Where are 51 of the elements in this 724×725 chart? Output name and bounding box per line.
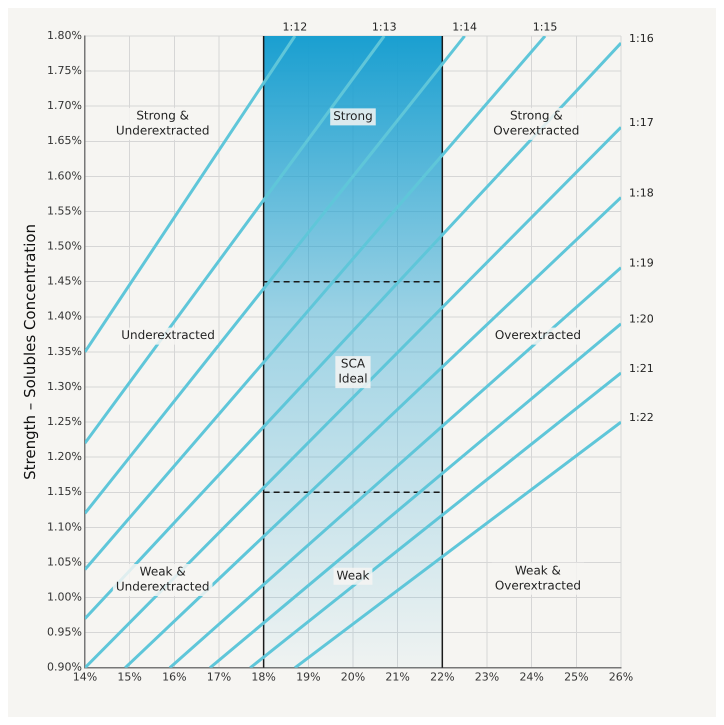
- y-axis-title: Strength – Solubles Concentration: [20, 224, 39, 480]
- annotation: Weak & Underextracted: [116, 564, 210, 594]
- series-label: 1:15: [532, 20, 558, 34]
- annotation: Weak: [336, 568, 370, 582]
- annotation: Strong & Underextracted: [116, 108, 210, 138]
- x-tick-label: 18%: [251, 670, 276, 684]
- series-label: 1:12: [282, 20, 308, 34]
- y-tick-label: 0.95%: [46, 626, 82, 639]
- annotation: SCA Ideal: [338, 356, 368, 386]
- y-tick-label: 1.20%: [46, 450, 82, 464]
- annotation: Weak & Overextracted: [494, 563, 581, 592]
- y-tick-label: 1.05%: [46, 555, 82, 568]
- y-tick-label: 1.10%: [46, 520, 82, 534]
- x-tick-label: 25%: [564, 670, 589, 684]
- y-tick-label: 1.70%: [46, 99, 82, 112]
- y-tick-label: 1.50%: [46, 239, 82, 252]
- x-tick-label: 21%: [385, 670, 410, 684]
- y-tick-label: 1.65%: [46, 134, 82, 148]
- annotation: Overextracted: [494, 328, 581, 342]
- y-tick-label: 1.40%: [46, 310, 82, 323]
- y-tick-label: 1.80%: [46, 28, 82, 42]
- y-tick-label: 1.60%: [46, 169, 82, 182]
- annotation: Underextracted: [121, 328, 215, 342]
- x-tick-label: 22%: [430, 670, 455, 684]
- series-label: 1:19: [629, 256, 654, 270]
- y-tick-label: 1.75%: [46, 64, 82, 77]
- x-tick-label: 16%: [162, 670, 187, 684]
- x-tick-label: 15%: [117, 670, 142, 684]
- x-tick-label: 17%: [206, 670, 232, 684]
- x-tick-label: 20%: [340, 670, 366, 684]
- series-label: 1:21: [629, 362, 654, 375]
- series-label: 1:14: [452, 20, 477, 34]
- series-label: 1:17: [629, 116, 654, 130]
- y-tick-label: 1.35%: [46, 344, 82, 358]
- y-tick-label: 1.00%: [46, 590, 82, 604]
- x-tick-label: 23%: [474, 670, 500, 684]
- series-label: 1:22: [629, 410, 654, 424]
- y-tick-label: 1.25%: [46, 414, 82, 428]
- x-tick-label: 19%: [296, 670, 321, 684]
- y-tick-label: 1.45%: [46, 274, 82, 288]
- series-label: 1:20: [629, 312, 654, 326]
- annotation: Strong: [333, 108, 373, 123]
- series-label: 1:16: [629, 32, 654, 45]
- y-tick-label: 1.55%: [46, 204, 82, 218]
- y-tick-label: 1.15%: [46, 485, 82, 498]
- series-label: 1:13: [372, 20, 397, 34]
- annotation: Strong & Overextracted: [493, 108, 580, 138]
- x-tick-label: 26%: [608, 670, 634, 684]
- x-tick-label: 24%: [519, 670, 544, 684]
- series-label: 1:18: [629, 186, 654, 200]
- y-tick-label: 1.30%: [46, 380, 82, 393]
